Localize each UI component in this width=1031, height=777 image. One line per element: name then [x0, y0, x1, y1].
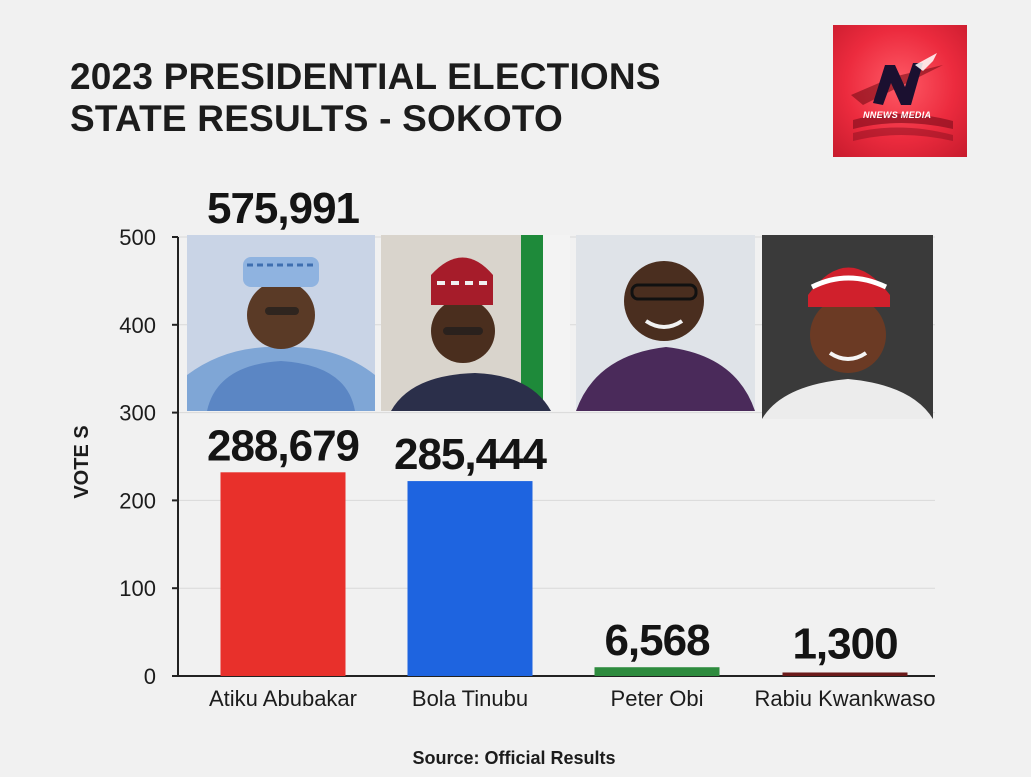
obi-photo: [576, 235, 755, 411]
y-tick-label: 200: [119, 488, 156, 513]
bars: [220, 472, 908, 676]
y-axis-label: VOTE S: [71, 425, 93, 498]
logo-text: NNEWS MEDIA: [863, 110, 932, 120]
kwankwaso-photo: [762, 235, 933, 419]
bar-peter-obi: [594, 667, 720, 676]
x-category-label: Peter Obi: [611, 686, 704, 711]
data-label: 1,300: [792, 619, 897, 668]
bar-bola-tinubu: [407, 481, 533, 676]
title-line-1: 2023 PRESIDENTIAL ELECTIONS: [70, 56, 661, 97]
y-tick-labels: 0 100 200 300 400 500: [119, 225, 156, 689]
nnews-media-logo: NNEWS MEDIA: [833, 25, 967, 157]
tinubu-photo: [381, 235, 570, 411]
data-label: 6,568: [604, 616, 710, 665]
x-category-label: Rabiu Kwankwaso: [755, 686, 936, 711]
total-votes-label: 575,991: [207, 184, 360, 233]
x-category-label: Bola Tinubu: [412, 686, 528, 711]
n-logo-icon: [851, 53, 953, 141]
x-category-label: Atiku Abubakar: [209, 686, 357, 711]
atiku-photo: [187, 235, 375, 411]
page-title: 2023 PRESIDENTIAL ELECTIONS STATE RESULT…: [70, 56, 830, 140]
data-labels: 288,679 285,444 6,568 1,300: [207, 421, 899, 668]
title-line-2: STATE RESULTS - SOKOTO: [70, 98, 563, 139]
bar-atiku-abubakar: [220, 472, 346, 676]
y-tick-label: 500: [119, 225, 156, 250]
x-category-labels: Atiku Abubakar Bola Tinubu Peter Obi Rabiu …: [209, 686, 935, 711]
data-label: 288,679: [207, 421, 359, 470]
y-tick-label: 100: [119, 576, 156, 601]
y-tick-label: 0: [144, 664, 156, 689]
y-tick-label: 300: [119, 401, 156, 426]
bar-rabiu-kwankwaso: [782, 672, 908, 676]
y-tick-label: 400: [119, 313, 156, 338]
source-note: Source: Official Results: [412, 748, 615, 768]
data-label: 285,444: [394, 430, 548, 479]
